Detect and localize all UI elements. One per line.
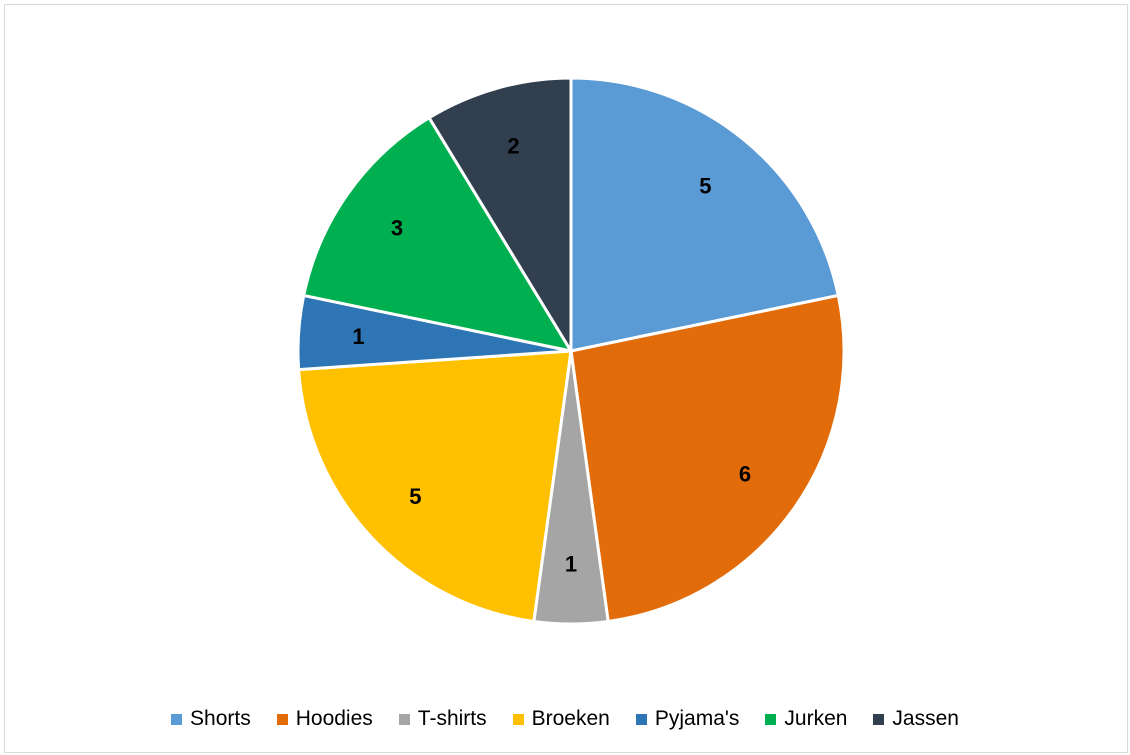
- pie-slices: [296, 76, 846, 626]
- legend-label: Jassen: [892, 707, 959, 730]
- pie-slice-hoodies: [569, 293, 846, 623]
- legend-label: Pyjama's: [654, 707, 740, 730]
- data-label-broeken: 5: [409, 484, 421, 509]
- legend-swatch: [512, 713, 524, 725]
- legend-label: Shorts: [190, 707, 251, 730]
- legend-item-pyjama-s: Pyjama's: [635, 707, 740, 731]
- legend-label: Jurken: [784, 707, 848, 730]
- data-label-hoodies: 6: [739, 461, 751, 486]
- pie-slice-jassen: [427, 76, 573, 353]
- legend-item-jassen: Jassen: [873, 707, 959, 731]
- legend-swatch: [276, 713, 288, 725]
- data-label-pyjama-s: 1: [352, 324, 364, 349]
- legend-item-shorts: Shorts: [171, 707, 251, 731]
- data-label-jurken: 3: [391, 216, 403, 241]
- pie-slice-shorts: [569, 76, 840, 353]
- legend-label: T-shirts: [417, 707, 487, 730]
- pie-slice-broeken: [297, 349, 573, 623]
- pie-data-labels: 5 6 1 5 1 3 2: [352, 133, 751, 576]
- legend-item-hoodies: Hoodies: [276, 707, 373, 731]
- legend-swatch: [635, 713, 647, 725]
- legend-label: Broeken: [531, 707, 610, 730]
- data-label-shorts: 5: [699, 173, 711, 198]
- legend-swatch: [765, 713, 777, 725]
- legend-item-broeken: Broeken: [512, 707, 610, 731]
- legend-swatch: [171, 713, 183, 725]
- legend-swatch: [873, 713, 885, 725]
- chart-legend: Shorts Hoodies T-shirts Broeken Pyjama's Jurk…: [0, 707, 1130, 731]
- data-label-jassen: 2: [507, 133, 519, 158]
- pie-slice-jurken: [302, 116, 573, 353]
- legend-item-jurken: Jurken: [765, 707, 847, 731]
- legend-label: Hoodies: [295, 707, 373, 730]
- legend-item-t-shirts: T-shirts: [398, 707, 487, 731]
- legend-swatch: [398, 713, 410, 725]
- data-label-t-shirts: 1: [565, 551, 577, 576]
